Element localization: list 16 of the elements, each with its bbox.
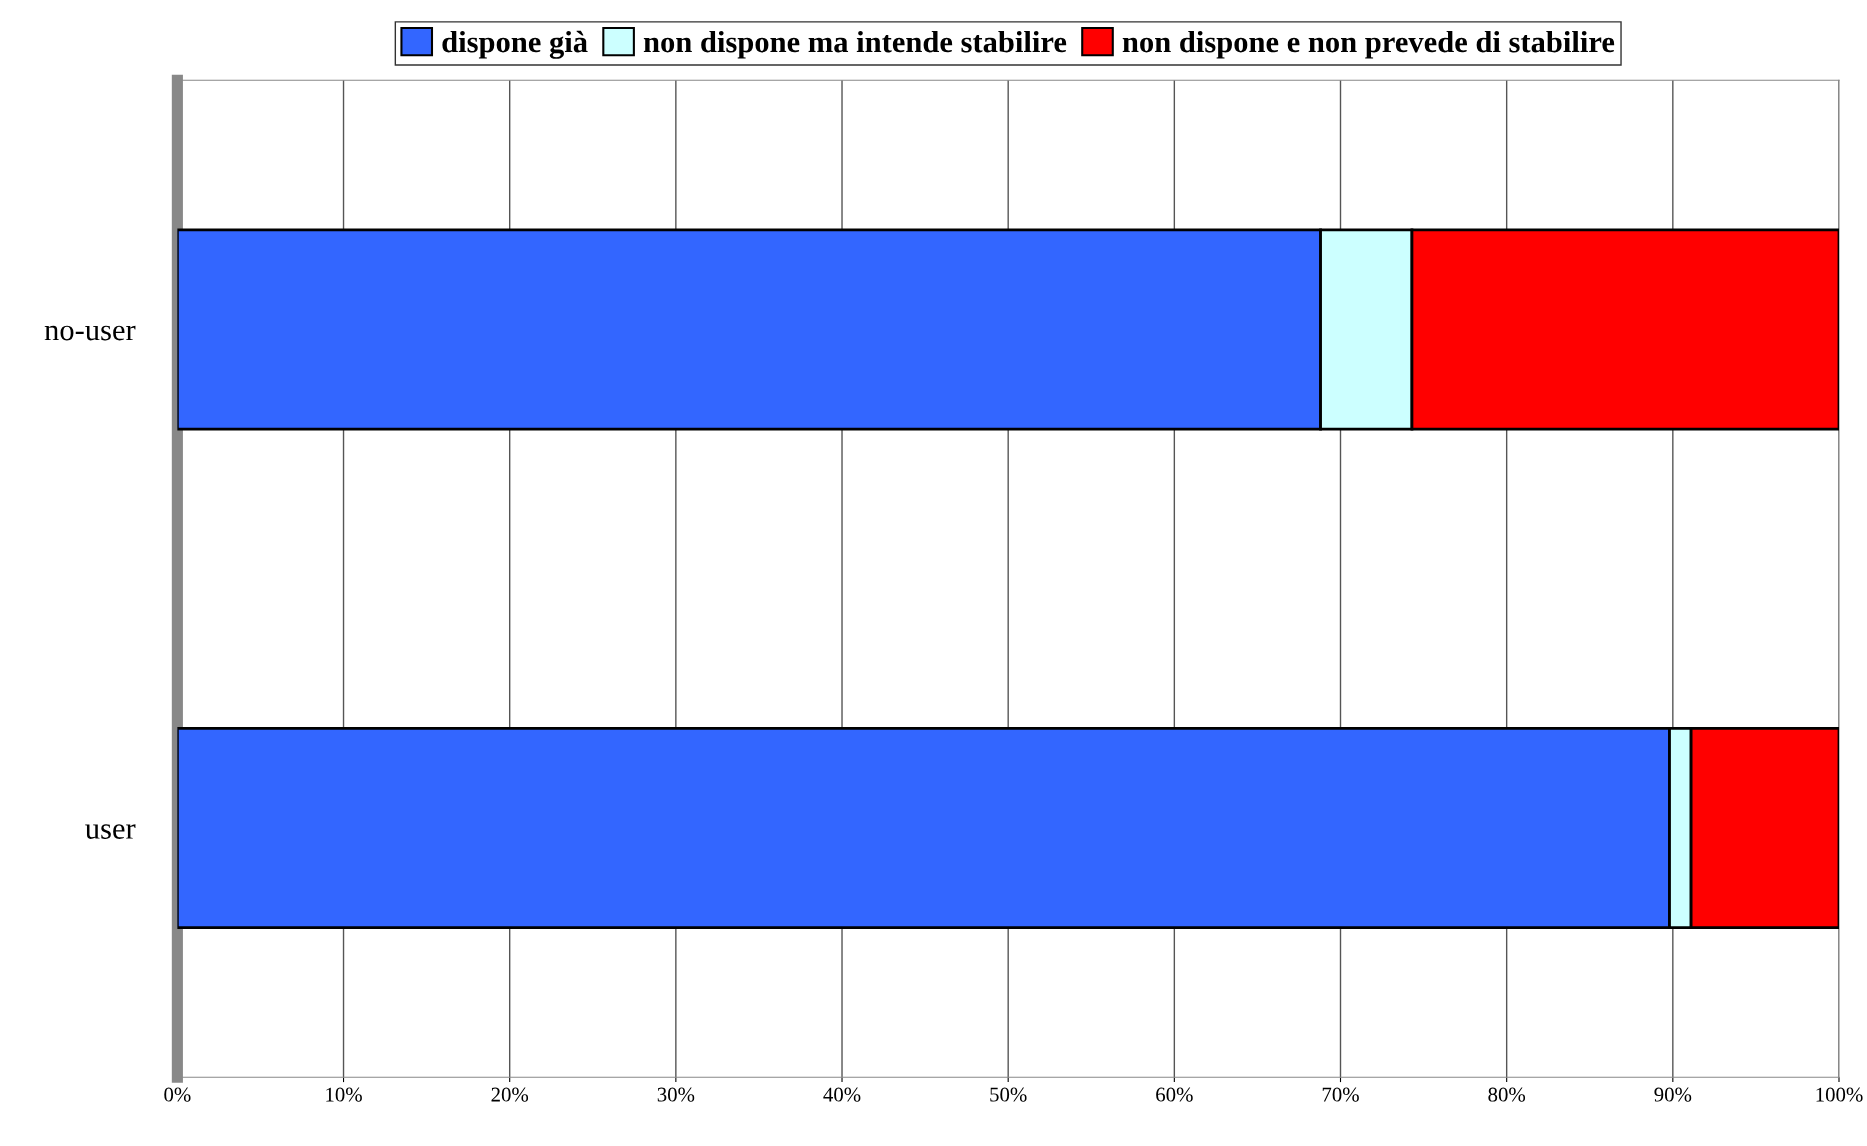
x-tick-label: 60% bbox=[1156, 1087, 1193, 1102]
y-tick-label: no-user bbox=[44, 325, 136, 341]
x-tick-label: 70% bbox=[1322, 1087, 1359, 1102]
legend-label: non dispone ma intende stabilire bbox=[643, 30, 1067, 59]
x-tick-label: 80% bbox=[1488, 1087, 1526, 1102]
x-tick-label: 10% bbox=[326, 1087, 362, 1102]
legend-label: non dispone e non prevede di stabilire bbox=[1122, 30, 1615, 59]
x-tick-label: 50% bbox=[990, 1087, 1027, 1102]
legend-label: dispone già bbox=[442, 30, 588, 59]
x-tick-label: 20% bbox=[491, 1087, 529, 1102]
x-tick-label: 100% bbox=[1816, 1087, 1863, 1102]
y-tick-label: user bbox=[85, 824, 136, 839]
x-tick-label: 40% bbox=[823, 1087, 861, 1102]
x-tick-label: 30% bbox=[657, 1087, 695, 1102]
x-tick-label: 0% bbox=[164, 1087, 191, 1102]
x-tick-label: 90% bbox=[1654, 1087, 1692, 1102]
